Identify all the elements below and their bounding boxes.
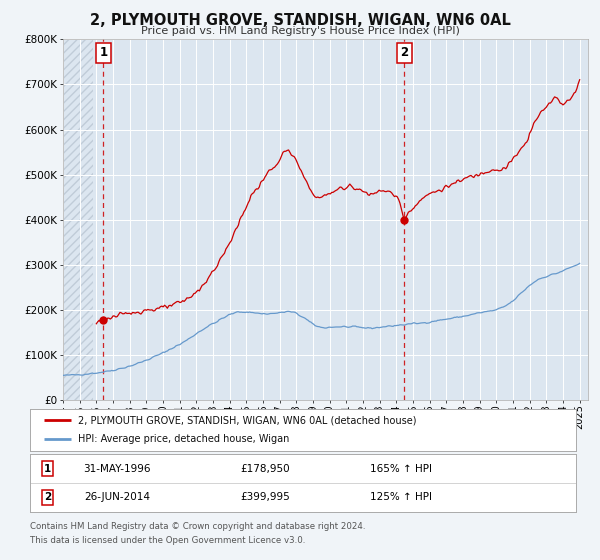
Text: 1: 1 (99, 46, 107, 59)
Text: 165% ↑ HPI: 165% ↑ HPI (370, 464, 432, 474)
Text: 26-JUN-2014: 26-JUN-2014 (85, 492, 151, 502)
Text: 125% ↑ HPI: 125% ↑ HPI (370, 492, 432, 502)
Text: This data is licensed under the Open Government Licence v3.0.: This data is licensed under the Open Gov… (30, 536, 305, 545)
Text: HPI: Average price, detached house, Wigan: HPI: Average price, detached house, Wiga… (78, 435, 289, 445)
Text: 2, PLYMOUTH GROVE, STANDISH, WIGAN, WN6 0AL (detached house): 2, PLYMOUTH GROVE, STANDISH, WIGAN, WN6 … (78, 415, 416, 425)
Text: 2, PLYMOUTH GROVE, STANDISH, WIGAN, WN6 0AL: 2, PLYMOUTH GROVE, STANDISH, WIGAN, WN6 … (89, 13, 511, 27)
Text: Price paid vs. HM Land Registry's House Price Index (HPI): Price paid vs. HM Land Registry's House … (140, 26, 460, 36)
Text: 1: 1 (44, 464, 51, 474)
Text: Contains HM Land Registry data © Crown copyright and database right 2024.: Contains HM Land Registry data © Crown c… (30, 522, 365, 531)
Text: 2: 2 (400, 46, 409, 59)
Text: 2: 2 (44, 492, 51, 502)
Text: £178,950: £178,950 (240, 464, 290, 474)
Text: £399,995: £399,995 (240, 492, 290, 502)
Text: 31-MAY-1996: 31-MAY-1996 (83, 464, 151, 474)
